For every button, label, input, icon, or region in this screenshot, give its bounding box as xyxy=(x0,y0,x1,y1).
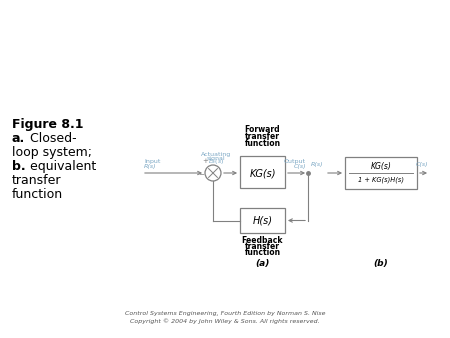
Text: transfer: transfer xyxy=(12,174,62,187)
Text: (b): (b) xyxy=(374,259,388,268)
Text: Input: Input xyxy=(144,159,160,164)
Text: function: function xyxy=(244,248,280,257)
Text: Closed-: Closed- xyxy=(26,132,76,145)
Text: −: − xyxy=(198,172,204,178)
Text: R(s): R(s) xyxy=(144,164,157,169)
Text: b.: b. xyxy=(12,160,26,173)
Text: transfer: transfer xyxy=(245,132,280,141)
FancyBboxPatch shape xyxy=(240,156,285,188)
Text: signal: signal xyxy=(207,156,225,161)
Text: Actuating: Actuating xyxy=(201,152,231,157)
Text: a.: a. xyxy=(12,132,25,145)
Text: Feedback: Feedback xyxy=(242,236,283,245)
FancyBboxPatch shape xyxy=(345,157,417,189)
Text: $E_a(s)$: $E_a(s)$ xyxy=(208,157,224,166)
Text: R(s): R(s) xyxy=(310,162,323,167)
Text: equivalent: equivalent xyxy=(26,160,96,173)
Text: +: + xyxy=(202,158,208,164)
Text: Control Systems Engineering, Fourth Edition by Norman S. Nise: Control Systems Engineering, Fourth Edit… xyxy=(125,311,325,316)
Text: transfer: transfer xyxy=(245,242,280,251)
Text: loop system;: loop system; xyxy=(12,146,92,159)
Text: KG(s): KG(s) xyxy=(370,163,392,171)
FancyBboxPatch shape xyxy=(240,208,285,233)
Text: function: function xyxy=(244,139,280,148)
Text: C(s): C(s) xyxy=(415,162,428,167)
Text: 1 + KG(s)H(s): 1 + KG(s)H(s) xyxy=(358,177,404,183)
Text: function: function xyxy=(12,188,63,201)
Text: Output: Output xyxy=(284,159,306,164)
Text: Forward: Forward xyxy=(245,125,280,134)
Text: C(s): C(s) xyxy=(293,164,306,169)
Text: (a): (a) xyxy=(255,259,270,268)
Text: Figure 8.1: Figure 8.1 xyxy=(12,118,84,131)
Text: H(s): H(s) xyxy=(252,216,273,225)
Text: KG(s): KG(s) xyxy=(249,168,276,178)
Text: Copyright © 2004 by John Wiley & Sons. All rights reserved.: Copyright © 2004 by John Wiley & Sons. A… xyxy=(130,318,320,324)
